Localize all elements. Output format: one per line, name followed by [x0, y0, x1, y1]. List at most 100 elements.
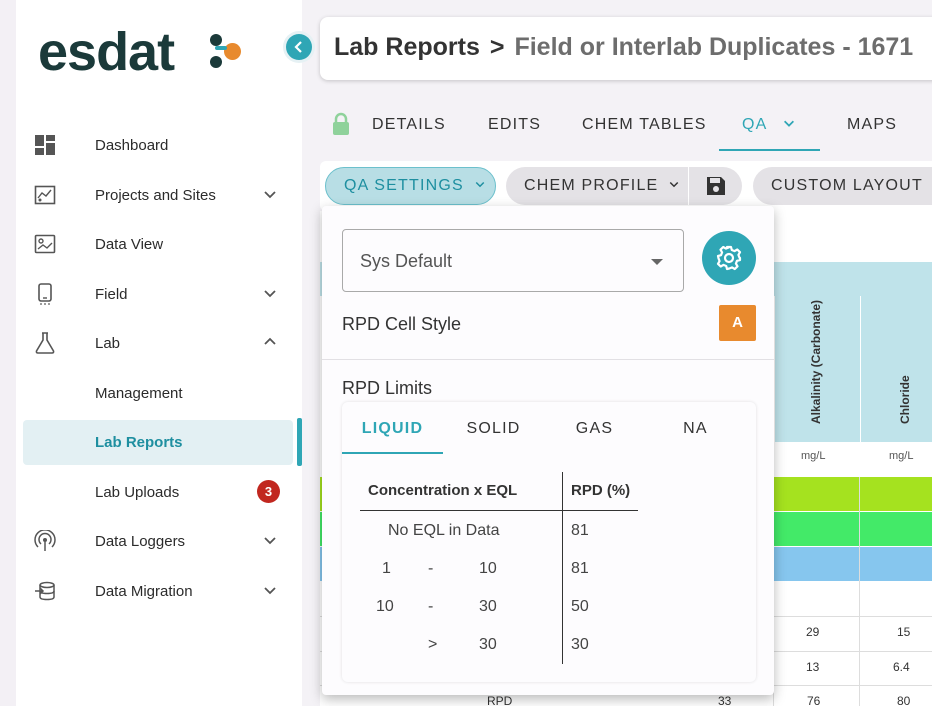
qa-settings-label: QA SETTINGS: [344, 177, 464, 194]
sidebar-item-label: Projects and Sites: [95, 187, 216, 204]
rpd-range-cell: No EQL in Data: [388, 522, 500, 539]
sidebar-item-data-loggers[interactable]: Data Loggers: [0, 521, 302, 561]
header-concentration: Concentration x EQL: [368, 482, 518, 499]
rpd-to-cell: 30: [479, 636, 497, 653]
chevron-down-icon: [264, 587, 276, 595]
chem-profile-label: CHEM PROFILE: [524, 177, 659, 194]
chevron-down-icon: [669, 181, 679, 188]
custom-layout-button[interactable]: CUSTOM LAYOUT: [753, 167, 932, 205]
chevron-down-icon: [264, 290, 276, 298]
chevron-left-icon: [294, 41, 302, 53]
rpd-value-cell[interactable]: 81: [571, 522, 589, 539]
custom-layout-label: CUSTOM LAYOUT: [771, 177, 923, 194]
sidebar-item-label: Data Loggers: [95, 533, 186, 550]
qa-profile-value: Sys Default: [360, 251, 453, 271]
rpd-value-cell[interactable]: 50: [571, 598, 589, 615]
dashboard-icon: [35, 135, 55, 155]
sidebar-item-data-view[interactable]: Data View: [0, 224, 302, 264]
save-icon[interactable]: [705, 175, 727, 197]
rpd-op-cell: -: [428, 560, 434, 577]
qa-settings-panel: Sys Default RPD Cell Style A RPD Limits …: [322, 206, 774, 695]
tab-maps[interactable]: MAPS: [847, 116, 898, 133]
subtab-gas[interactable]: GAS: [575, 420, 614, 437]
divider: [322, 359, 774, 360]
sidebar-item-label: Data View: [95, 236, 164, 253]
header-rpd: RPD (%): [571, 482, 631, 499]
collapse-sidebar-button[interactable]: [286, 34, 312, 60]
unit-label: mg/L: [801, 450, 826, 462]
table-cell: 33: [718, 694, 732, 706]
flask-icon: [35, 332, 55, 354]
chevron-down-icon: [784, 120, 795, 127]
header-divider: [360, 510, 638, 511]
subtab-na[interactable]: NA: [683, 420, 708, 437]
tab-chem-tables[interactable]: CHEM TABLES: [582, 116, 707, 133]
tab-edits[interactable]: EDITS: [488, 116, 542, 133]
sidebar-item-lab-reports[interactable]: Lab Reports: [0, 420, 302, 465]
column-header-chloride[interactable]: Chloride: [860, 296, 932, 442]
rpd-cell-style-swatch[interactable]: A: [719, 305, 756, 341]
sidebar-item-label: Lab Uploads: [95, 484, 180, 501]
chevron-up-icon: [264, 337, 276, 345]
breadcrumb-root[interactable]: Lab Reports: [334, 33, 480, 61]
rpd-limits-card: [342, 402, 756, 682]
page-header: Lab Reports > Field or Interlab Duplicates…: [320, 17, 932, 80]
tab-qa-label: QA: [742, 116, 767, 133]
sidebar-item-management[interactable]: Management: [0, 373, 302, 413]
rpd-to-cell: 30: [479, 598, 497, 615]
column-header-alkalinity[interactable]: Alkalinity (Carbonate): [774, 296, 860, 442]
chevron-down-icon: [475, 181, 484, 188]
table-cell: 13: [806, 660, 820, 674]
rpd-from-cell: 1: [382, 560, 391, 577]
count-badge: 3: [257, 480, 280, 503]
sidebar-item-dashboard[interactable]: Dashboard: [0, 125, 302, 165]
table-cell: 80: [897, 694, 911, 706]
sidebar-item-lab[interactable]: Lab: [0, 323, 302, 363]
qa-profile-select[interactable]: Sys Default: [342, 229, 684, 292]
tab-qa[interactable]: QA: [742, 116, 796, 134]
rpd-from-cell: 10: [376, 598, 394, 615]
column-divider: [859, 477, 860, 706]
rpd-op-cell: -: [428, 598, 434, 615]
tab-active-indicator: [719, 149, 820, 151]
sidebar-item-label: Lab: [95, 335, 121, 352]
rpd-limits-label: RPD Limits: [342, 378, 433, 398]
antenna-icon: [34, 530, 56, 551]
chevron-down-icon: [264, 191, 276, 199]
qa-settings-gear-button[interactable]: [702, 231, 756, 285]
logo-mark-icon: [206, 32, 246, 72]
sidebar: esdat Dashboard Projects and Sites Data …: [0, 0, 302, 706]
app-logo[interactable]: esdat: [38, 22, 175, 82]
sidebar-item-label: Management: [95, 385, 183, 402]
database-migrate-icon: [35, 581, 55, 601]
subtab-active-indicator: [342, 452, 443, 454]
tab-details[interactable]: DETAILS: [372, 116, 446, 133]
sidebar-item-label: Lab Reports: [95, 434, 183, 451]
sidebar-item-field[interactable]: Field: [0, 274, 302, 314]
active-item-highlight: [23, 420, 293, 465]
row-label: RPD: [487, 694, 513, 706]
rpd-value-cell[interactable]: 81: [571, 560, 589, 577]
lock-icon: [333, 112, 349, 135]
qa-settings-button[interactable]: QA SETTINGS: [325, 167, 496, 205]
sidebar-item-projects-and-sites[interactable]: Projects and Sites: [0, 175, 302, 215]
rpd-to-cell: 10: [479, 560, 497, 577]
mobile-icon: [38, 283, 52, 305]
subtab-liquid[interactable]: LIQUID: [361, 420, 424, 437]
map-icon: [34, 185, 56, 205]
unit-label: mg/L: [889, 450, 914, 462]
chem-profile-button[interactable]: CHEM PROFILE: [506, 167, 742, 205]
subtab-solid[interactable]: SOLID: [466, 420, 521, 437]
gear-icon: [716, 245, 742, 271]
data-view-icon: [34, 234, 56, 254]
pill-divider: [688, 167, 689, 205]
active-indicator: [297, 418, 302, 466]
sidebar-item-lab-uploads[interactable]: Lab Uploads 3: [0, 472, 302, 512]
column-header-label: Alkalinity (Carbonate): [809, 299, 823, 424]
column-divider: [562, 472, 563, 664]
table-cell: 6.4: [893, 660, 910, 674]
sidebar-item-label: Data Migration: [95, 583, 193, 600]
rpd-value-cell[interactable]: 30: [571, 636, 589, 653]
sidebar-item-data-migration[interactable]: Data Migration: [0, 571, 302, 611]
rpd-op-cell: >: [428, 636, 438, 653]
